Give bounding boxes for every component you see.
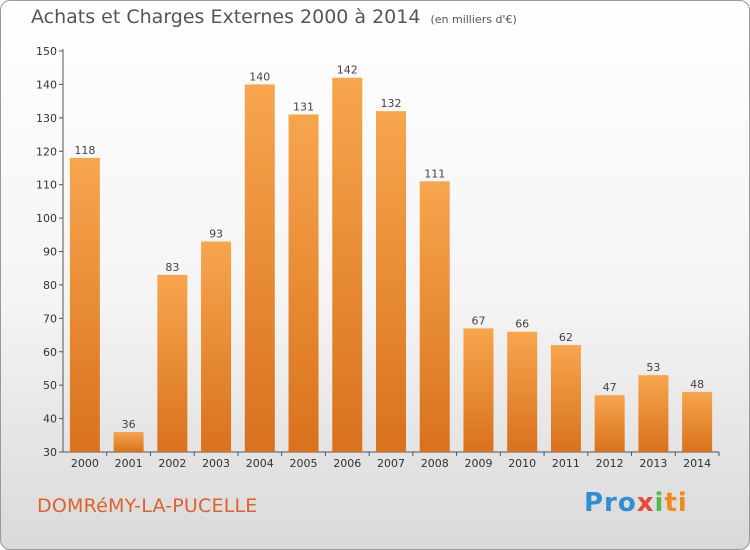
y-tick-label: 70	[43, 312, 57, 325]
x-tick-label: 2001	[115, 457, 143, 470]
value-label-2010: 66	[515, 318, 529, 331]
value-label-2013: 53	[646, 361, 660, 374]
y-tick-label: 80	[43, 279, 57, 292]
logo-part-2: x	[636, 488, 655, 518]
y-tick-label: 100	[36, 212, 57, 225]
bar-2011	[550, 345, 581, 452]
bar-2002	[157, 274, 188, 452]
bar-2006	[332, 77, 363, 452]
bars	[69, 77, 713, 453]
bar-2014	[682, 391, 713, 452]
y-tick-label: 130	[36, 112, 57, 125]
x-tick-label: 2006	[333, 457, 361, 470]
x-tick-label: 2000	[71, 457, 99, 470]
y-tick-label: 50	[43, 379, 57, 392]
y-tick-label: 90	[43, 246, 57, 259]
value-label-2009: 67	[471, 314, 485, 327]
x-tick-label: 2014	[683, 457, 711, 470]
y-tick-label: 150	[36, 45, 57, 58]
commune-name: DOMRéMY-LA-PUCELLE	[37, 495, 258, 517]
x-tick-label: 2003	[202, 457, 230, 470]
value-label-2006: 142	[337, 64, 358, 77]
x-tick-label: 2004	[246, 457, 274, 470]
y-tick-label: 110	[36, 179, 57, 192]
x-tick-label: 2002	[158, 457, 186, 470]
bar-2001	[113, 431, 144, 452]
value-label-2002: 83	[165, 261, 179, 274]
value-label-2007: 132	[381, 97, 402, 110]
bar-2008	[419, 181, 450, 452]
value-label-2001: 36	[122, 418, 136, 431]
value-label-2000: 118	[74, 144, 95, 157]
x-tick-label: 2011	[552, 457, 580, 470]
logo-part-1: Pro	[584, 488, 637, 518]
x-tick-label: 2009	[464, 457, 492, 470]
data-labels: 118 36 83 93 140 131 142 132 111 67 66 62 47 53 48	[74, 64, 704, 431]
bar-2007	[376, 111, 406, 453]
y-tick-label: 40	[43, 413, 57, 426]
x-tick-label: 2012	[596, 457, 624, 470]
bar-2009	[463, 328, 494, 452]
value-label-2012: 47	[603, 381, 617, 394]
x-tick-label: 2008	[421, 457, 449, 470]
logo-part-4: ti	[664, 488, 688, 518]
value-label-2003: 93	[209, 227, 223, 240]
x-tick-label: 2007	[377, 457, 405, 470]
x-tick-label: 2010	[508, 457, 536, 470]
y-tick-label: 120	[36, 145, 57, 158]
bar-2000	[69, 157, 100, 452]
x-tick-label: 2013	[639, 457, 667, 470]
bar-2012	[594, 395, 625, 452]
chart-title-main: Achats et Charges Externes 2000 à 2014	[31, 6, 421, 28]
value-label-2011: 62	[559, 331, 573, 344]
logo-part-3: i	[654, 488, 665, 518]
bar-2004	[244, 84, 275, 453]
y-tick-label: 60	[43, 346, 57, 359]
value-label-2008: 111	[424, 167, 445, 180]
bar-2003	[201, 241, 232, 452]
value-label-2004: 140	[249, 70, 270, 83]
bar-2005	[288, 114, 319, 452]
chart-title-unit: (en milliers d'€)	[430, 13, 517, 26]
value-label-2014: 48	[690, 378, 704, 391]
y-tick-label: 140	[36, 78, 57, 91]
x-tick-label: 2005	[290, 457, 318, 470]
bar-2010	[507, 331, 538, 452]
bar-2013	[638, 375, 669, 452]
chart-title: Achats et Charges Externes 2000 à 2014 (e…	[31, 6, 517, 28]
y-tick-label: 30	[43, 446, 57, 459]
value-label-2005: 131	[293, 100, 314, 113]
proxiti-logo[interactable]: Proxiti	[584, 488, 688, 518]
